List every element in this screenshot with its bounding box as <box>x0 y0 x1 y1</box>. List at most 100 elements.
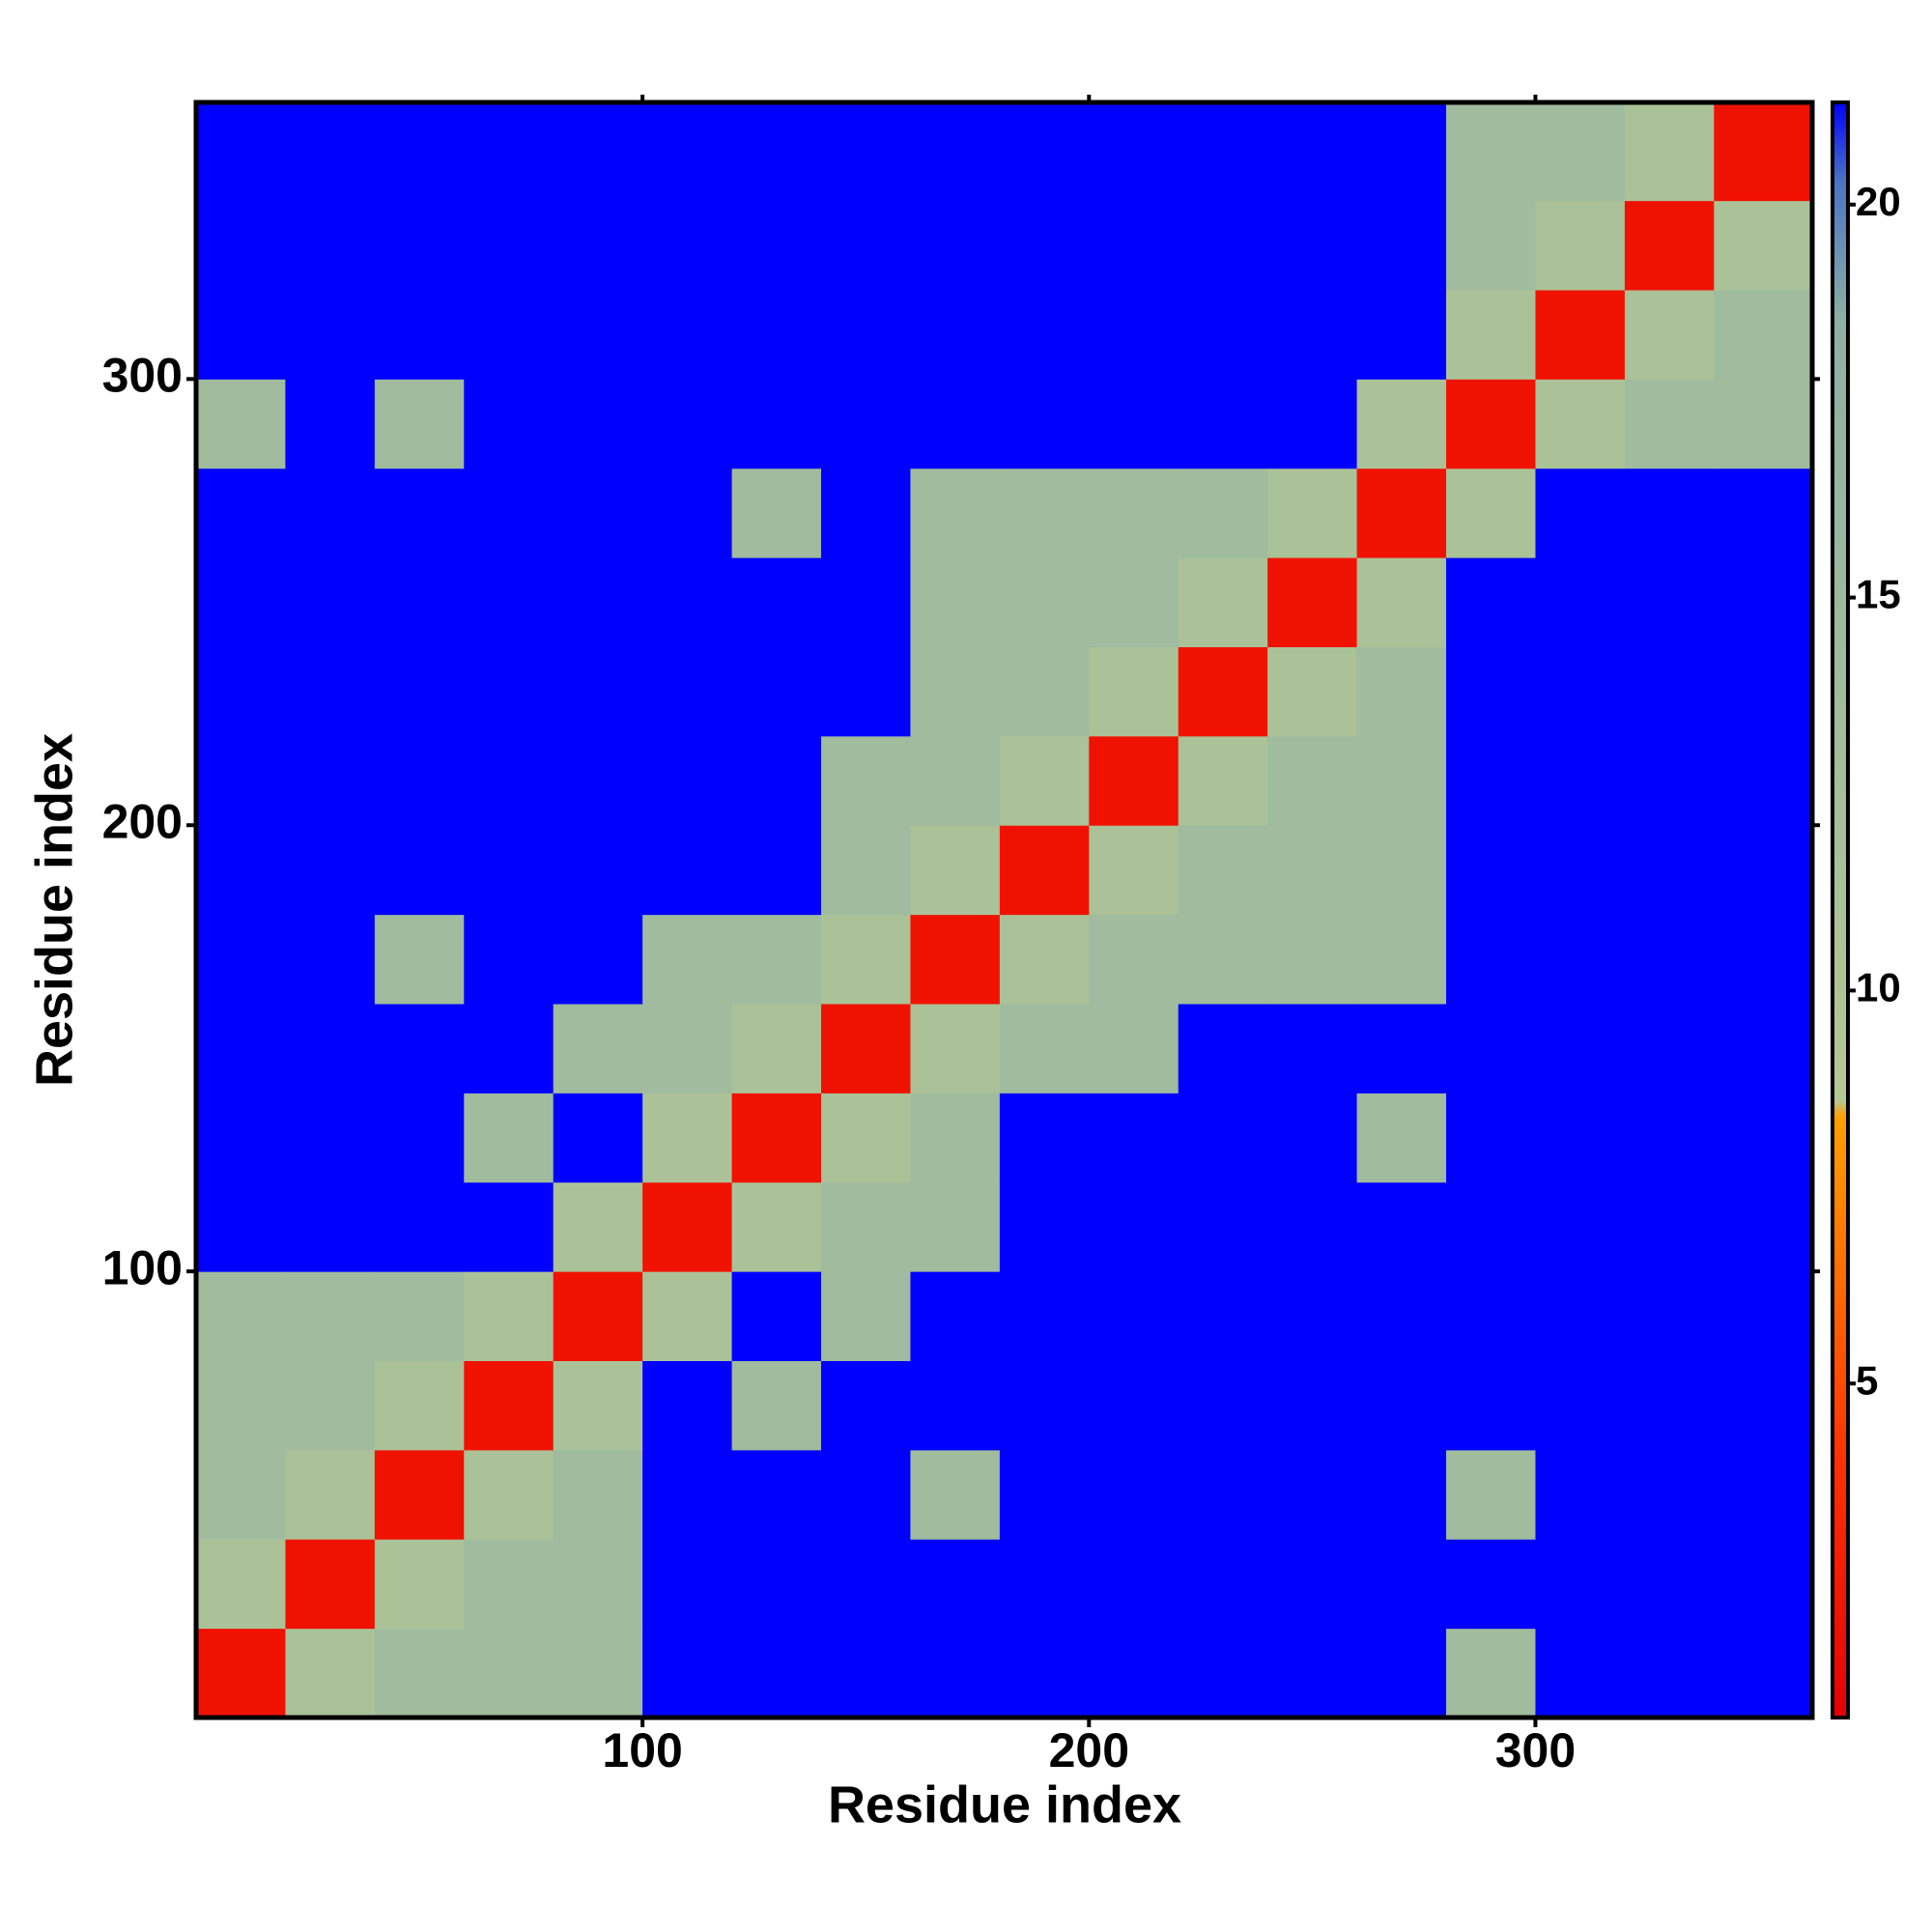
heatmap-cell <box>1178 1093 1268 1183</box>
heatmap-cell <box>374 1539 465 1630</box>
heatmap-cell <box>1178 1181 1268 1272</box>
heatmap-cell <box>1178 646 1268 737</box>
heatmap-cell <box>1356 200 1447 291</box>
heatmap-cell <box>910 1093 1001 1183</box>
heatmap-cell <box>374 914 465 1005</box>
heatmap-cell <box>999 102 1090 202</box>
heatmap-cell <box>285 468 376 558</box>
heatmap-cell <box>196 102 286 202</box>
heatmap-cell <box>1089 289 1179 380</box>
heatmap-cell <box>821 825 911 916</box>
heatmap-cell <box>1446 1271 1536 1361</box>
heatmap-cell <box>1624 200 1715 291</box>
heatmap-cell <box>731 379 822 469</box>
heatmap-cell <box>285 646 376 737</box>
heatmap-cell <box>1446 557 1536 647</box>
heatmap-cell <box>196 1360 286 1451</box>
heatmap-cell <box>196 1093 286 1183</box>
heatmap-cell <box>1714 468 1813 558</box>
heatmap-cell <box>1624 1003 1715 1094</box>
heatmap-cell <box>910 735 1001 826</box>
heatmap-cell <box>1267 1093 1358 1183</box>
heatmap-cell <box>1535 1181 1626 1272</box>
heatmap-cell <box>1089 1093 1179 1183</box>
heatmap-cell <box>1446 1539 1536 1630</box>
colorbar <box>1831 100 1850 1719</box>
heatmap-cell <box>1089 1539 1179 1630</box>
heatmap-cell <box>196 646 286 737</box>
heatmap-cell <box>1178 557 1268 647</box>
heatmap-cell <box>910 289 1001 380</box>
heatmap-cell <box>374 200 465 291</box>
heatmap-cell <box>910 1449 1001 1540</box>
colorbar-tick-label: 15 <box>1856 572 1901 617</box>
heatmap-cell <box>1714 289 1813 380</box>
heatmap-cell <box>1624 646 1715 737</box>
heatmap-cell <box>821 557 911 647</box>
heatmap-cell <box>1178 825 1268 916</box>
heatmap-cell <box>731 825 822 916</box>
heatmap-cell <box>642 289 733 380</box>
heatmap-cell <box>1267 1003 1358 1094</box>
heatmap-cell <box>196 1181 286 1272</box>
heatmap-cell <box>1267 1539 1358 1630</box>
heatmap-cell <box>464 1449 554 1540</box>
heatmap-cell <box>1178 1449 1268 1540</box>
heatmap-cell <box>1267 1628 1358 1719</box>
heatmap <box>196 102 1813 1719</box>
heatmap-cell <box>285 102 376 202</box>
heatmap-cell <box>1356 379 1447 469</box>
heatmap-cell <box>731 1271 822 1361</box>
heatmap-cell <box>731 914 822 1005</box>
heatmap-cell <box>1446 289 1536 380</box>
heatmap-cell <box>374 557 465 647</box>
heatmap-cell <box>999 1003 1090 1094</box>
heatmap-cell <box>1267 289 1358 380</box>
heatmap-cell <box>464 646 554 737</box>
heatmap-cell <box>1535 825 1626 916</box>
heatmap-cell <box>196 1271 286 1361</box>
heatmap-cell <box>910 1628 1001 1719</box>
heatmap-cell <box>1089 200 1179 291</box>
heatmap-cell <box>1267 1449 1358 1540</box>
heatmap-cell <box>1535 557 1626 647</box>
heatmap-cell <box>196 1539 286 1630</box>
heatmap-cell <box>1535 1093 1626 1183</box>
heatmap-cell <box>1089 646 1179 737</box>
heatmap-cell <box>374 735 465 826</box>
heatmap-cell <box>642 1449 733 1540</box>
heatmap-cell <box>464 1539 554 1630</box>
heatmap-cell <box>1178 289 1268 380</box>
heatmap-cell <box>1267 468 1358 558</box>
heatmap-cell <box>196 1449 286 1540</box>
heatmap-cell <box>1624 379 1715 469</box>
heatmap-cell <box>196 735 286 826</box>
heatmap-cell <box>1624 1181 1715 1272</box>
heatmap-cell <box>374 289 465 380</box>
heatmap-cell <box>1356 735 1447 826</box>
heatmap-cell <box>196 468 286 558</box>
heatmap-cell <box>1624 468 1715 558</box>
heatmap-cell <box>1446 1003 1536 1094</box>
heatmap-cell <box>731 1181 822 1272</box>
heatmap-cell <box>1089 379 1179 469</box>
y-tick-label: 100 <box>102 1240 183 1294</box>
heatmap-cell <box>731 1093 822 1183</box>
heatmap-cell <box>285 379 376 469</box>
x-tick-label: 100 <box>602 1723 682 1777</box>
plot-frame <box>193 99 1815 1720</box>
heatmap-cell <box>464 735 554 826</box>
heatmap-cell <box>464 379 554 469</box>
heatmap-cell <box>821 289 911 380</box>
heatmap-cell <box>821 1003 911 1094</box>
x-tick-label: 300 <box>1495 1723 1576 1777</box>
heatmap-cell <box>1089 1449 1179 1540</box>
heatmap-cell <box>999 289 1090 380</box>
heatmap-cell <box>553 557 643 647</box>
heatmap-cell <box>821 1271 911 1361</box>
heatmap-cell <box>464 1360 554 1451</box>
heatmap-cell <box>1714 200 1813 291</box>
heatmap-cell <box>821 1628 911 1719</box>
heatmap-cell <box>910 646 1001 737</box>
